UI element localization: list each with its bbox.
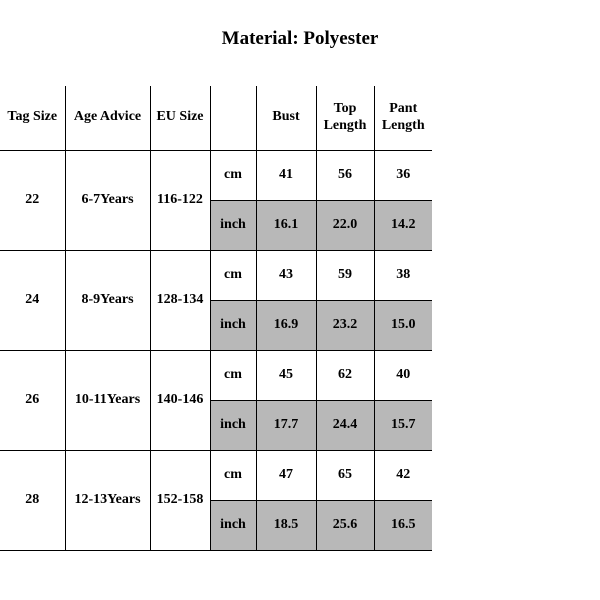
cell-age: 8-9Years	[65, 250, 150, 350]
cell-top: 23.2	[316, 300, 374, 350]
cell-eu: 128-134	[150, 250, 210, 350]
table-row: 24 8-9Years 128-134 cm 43 59 38	[0, 250, 432, 300]
cell-bust: 45	[256, 350, 316, 400]
cell-bust: 43	[256, 250, 316, 300]
cell-top: 65	[316, 450, 374, 500]
cell-top: 24.4	[316, 400, 374, 450]
table-row: 26 10-11Years 140-146 cm 45 62 40	[0, 350, 432, 400]
cell-pant: 38	[374, 250, 432, 300]
cell-top: 56	[316, 150, 374, 200]
cell-top: 25.6	[316, 500, 374, 550]
cell-eu: 116-122	[150, 150, 210, 250]
col-age-advice: Age Advice	[65, 86, 150, 150]
cell-unit: inch	[210, 300, 256, 350]
size-table: Tag Size Age Advice EU Size Bust Top Len…	[0, 86, 432, 551]
cell-age: 12-13Years	[65, 450, 150, 550]
table-row: 22 6-7Years 116-122 cm 41 56 36	[0, 150, 432, 200]
cell-eu: 152-158	[150, 450, 210, 550]
table-header-row: Tag Size Age Advice EU Size Bust Top Len…	[0, 86, 432, 150]
cell-top: 62	[316, 350, 374, 400]
table-row: 28 12-13Years 152-158 cm 47 65 42	[0, 450, 432, 500]
table-body: 22 6-7Years 116-122 cm 41 56 36 inch 16.…	[0, 150, 432, 550]
cell-pant: 42	[374, 450, 432, 500]
page-title: Material: Polyester	[0, 28, 600, 50]
cell-top: 59	[316, 250, 374, 300]
cell-tag: 28	[0, 450, 65, 550]
cell-unit: inch	[210, 200, 256, 250]
cell-tag: 26	[0, 350, 65, 450]
cell-pant: 14.2	[374, 200, 432, 250]
cell-bust: 18.5	[256, 500, 316, 550]
col-eu-size: EU Size	[150, 86, 210, 150]
cell-pant: 15.7	[374, 400, 432, 450]
col-unit	[210, 86, 256, 150]
cell-bust: 16.9	[256, 300, 316, 350]
cell-unit: cm	[210, 150, 256, 200]
cell-unit: cm	[210, 350, 256, 400]
cell-pant: 36	[374, 150, 432, 200]
cell-unit: cm	[210, 250, 256, 300]
page: Material: Polyester Tag Size Age Advice …	[0, 0, 600, 600]
col-top-length: Top Length	[316, 86, 374, 150]
col-bust: Bust	[256, 86, 316, 150]
cell-eu: 140-146	[150, 350, 210, 450]
col-pant-length: Pant Length	[374, 86, 432, 150]
cell-bust: 47	[256, 450, 316, 500]
col-tag-size: Tag Size	[0, 86, 65, 150]
cell-tag: 22	[0, 150, 65, 250]
cell-unit: inch	[210, 500, 256, 550]
cell-age: 6-7Years	[65, 150, 150, 250]
cell-age: 10-11Years	[65, 350, 150, 450]
cell-unit: cm	[210, 450, 256, 500]
cell-unit: inch	[210, 400, 256, 450]
cell-bust: 41	[256, 150, 316, 200]
cell-tag: 24	[0, 250, 65, 350]
cell-pant: 15.0	[374, 300, 432, 350]
cell-top: 22.0	[316, 200, 374, 250]
cell-pant: 40	[374, 350, 432, 400]
cell-pant: 16.5	[374, 500, 432, 550]
cell-bust: 16.1	[256, 200, 316, 250]
cell-bust: 17.7	[256, 400, 316, 450]
